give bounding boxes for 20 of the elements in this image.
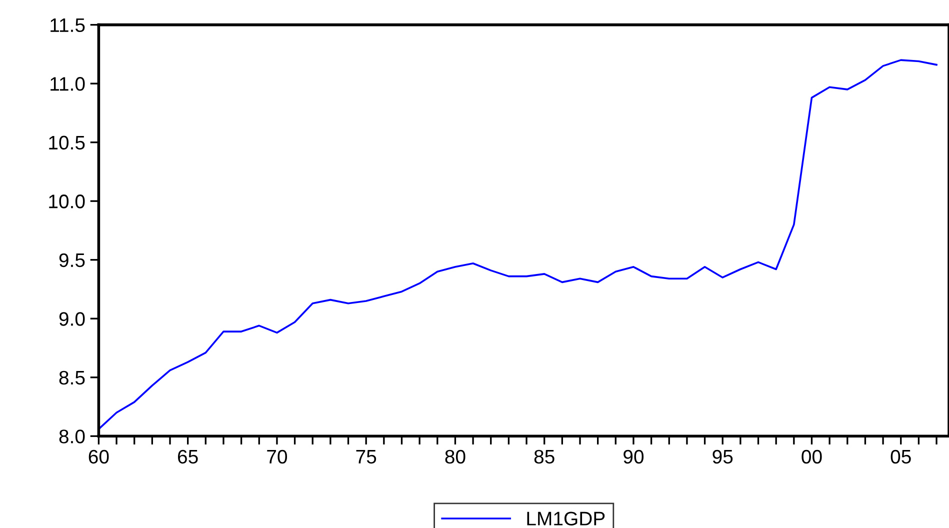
y-tick-label: 8.5 — [59, 370, 85, 385]
x-tick-label: 80 — [445, 450, 466, 464]
y-tick-label: 10.0 — [49, 194, 85, 208]
x-tick-label: 75 — [356, 450, 376, 464]
line-series — [98, 59, 938, 430]
x-tick-label: 95 — [712, 450, 733, 464]
y-tick-label: 8.0 — [59, 430, 85, 444]
y-tick-label: 9.0 — [59, 312, 85, 326]
x-tick-label: 65 — [178, 450, 198, 464]
x-tick-label: 60 — [88, 450, 109, 464]
y-tick-label: 9.5 — [59, 253, 85, 268]
x-tick-label: 90 — [624, 450, 644, 464]
x-tick-label: 05 — [890, 450, 911, 464]
y-tick-label: 11.0 — [50, 77, 85, 91]
y-tick-label: 11.5 — [50, 18, 85, 32]
x-tick-label: 00 — [802, 450, 822, 464]
x-tick-label: 70 — [267, 450, 288, 464]
x-tick-label: 85 — [534, 450, 554, 464]
legend-label: LM1GDP — [527, 512, 605, 526]
y-tick-label: 10.5 — [49, 136, 85, 150]
